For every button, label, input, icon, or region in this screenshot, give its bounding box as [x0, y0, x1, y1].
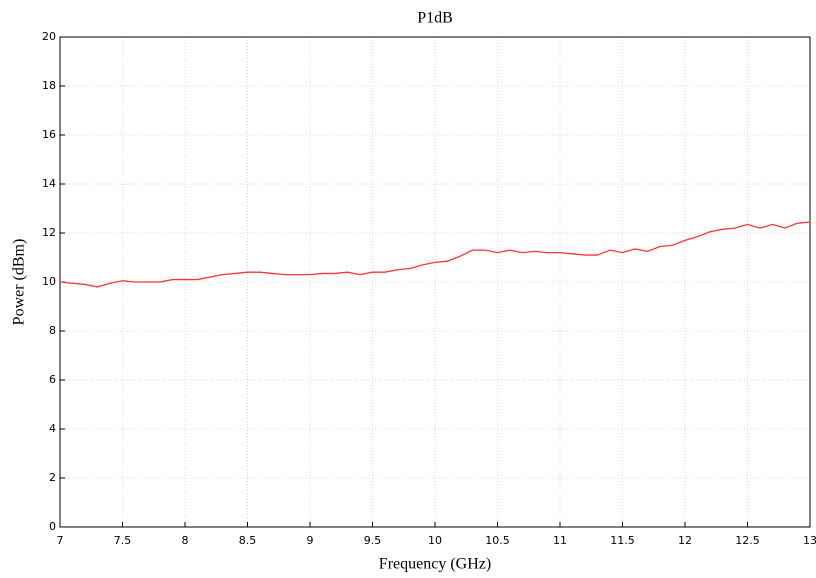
y-tick-label: 18	[42, 79, 56, 92]
x-tick-label: 10	[428, 534, 442, 547]
x-tick-label: 7	[57, 534, 64, 547]
x-tick-label: 8.5	[239, 534, 257, 547]
y-tick-label: 8	[49, 324, 56, 337]
x-tick-label: 11.5	[610, 534, 635, 547]
y-tick-label: 12	[42, 226, 56, 239]
chart-title: P1dB	[417, 10, 453, 27]
y-tick-label: 2	[49, 471, 56, 484]
x-tick-label: 11	[553, 534, 567, 547]
x-tick-label: 9	[307, 534, 314, 547]
x-tick-label: 13	[803, 534, 816, 547]
x-axis-label: Frequency (GHz)	[379, 556, 491, 573]
x-tick-label: 12	[678, 534, 692, 547]
y-tick-label: 10	[42, 275, 56, 288]
y-tick-label: 20	[42, 30, 56, 43]
y-tick-label: 6	[49, 373, 56, 386]
y-tick-label: 4	[49, 422, 56, 435]
y-tick-label: 14	[42, 177, 56, 190]
x-tick-label: 7.5	[114, 534, 132, 547]
x-tick-label: 8	[182, 534, 189, 547]
y-tick-label: 16	[42, 128, 56, 141]
y-tick-label: 0	[49, 520, 56, 533]
data-line	[59, 221, 811, 288]
y-axis-label: Power (dBm)	[11, 239, 28, 326]
x-tick-label: 10.5	[485, 534, 510, 547]
x-tick-label: 12.5	[735, 534, 760, 547]
x-tick-label: 9.5	[364, 534, 382, 547]
